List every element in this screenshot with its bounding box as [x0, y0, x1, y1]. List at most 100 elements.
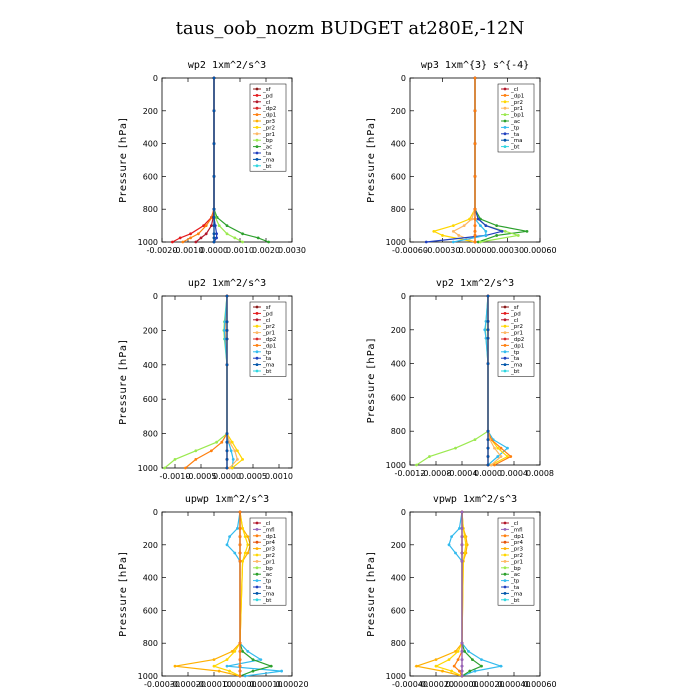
legend-marker: [503, 337, 507, 341]
series-dp1-point: [238, 527, 242, 530]
legend-marker: [255, 100, 259, 104]
legend-label: _dp1: [510, 343, 524, 349]
series-tp-point: [233, 551, 237, 555]
legend-label: _cl: [510, 318, 519, 324]
series-ma-point: [225, 432, 229, 435]
y-tick-label: 0: [153, 508, 158, 517]
series-tp-point: [506, 446, 509, 450]
series-cl-point: [194, 240, 198, 244]
series-mfl-point: [460, 658, 464, 661]
legend-marker: [503, 534, 507, 538]
series-ma-point: [486, 438, 490, 442]
series-pr1-line: [452, 78, 476, 243]
y-tick-label: 800: [143, 430, 158, 439]
series-pr2-point: [447, 658, 451, 661]
series-ma-point: [486, 328, 490, 332]
legend-label: _ta: [262, 356, 271, 362]
series-pr2-point: [230, 440, 234, 444]
legend-marker: [255, 331, 259, 334]
series-pr2-point: [236, 449, 239, 453]
series-tp-line: [453, 78, 487, 243]
y-tick-label: 800: [391, 205, 406, 214]
legend-label: _bt: [510, 145, 520, 151]
y-tick-label: 1000: [386, 672, 406, 681]
x-tick-label: 0.00000: [458, 246, 491, 255]
series-mfl-point: [460, 664, 464, 668]
series-pr3-point: [212, 658, 216, 661]
series-dp1-point: [238, 658, 242, 661]
series-ma-point: [486, 336, 490, 340]
series-dp1-point: [197, 232, 200, 236]
series-ac-point: [251, 658, 255, 661]
series-pr3-point: [246, 551, 250, 555]
y-tick-label: 400: [143, 574, 158, 583]
x-tick-label: -0.0004: [447, 469, 478, 478]
legend-label: _pd: [262, 93, 273, 99]
series-bp-point: [217, 224, 221, 228]
series-pr1-point: [233, 449, 237, 453]
series-ma-point: [212, 76, 216, 80]
y-tick-label: 1000: [138, 672, 158, 681]
legend-marker: [255, 534, 259, 538]
y-tick-label: 600: [143, 172, 158, 181]
series-ta-point: [215, 232, 219, 236]
series-pr2-point: [241, 559, 245, 563]
x-tick-label: -0.00010: [196, 680, 232, 689]
series-pr1-point: [228, 440, 232, 444]
series-pd-point: [189, 232, 193, 236]
series-ma-point: [225, 363, 229, 367]
series-tp-point: [467, 650, 470, 653]
series-bp-point: [241, 240, 245, 244]
x-tick-label: 0.00010: [249, 680, 282, 689]
legend-label: _ma: [510, 591, 522, 597]
legend-marker: [503, 132, 507, 136]
legend-marker: [255, 324, 259, 328]
legend-marker: [503, 356, 507, 360]
series-tp-point: [484, 336, 488, 340]
series-ma-point: [212, 224, 216, 228]
series-pr3-line: [414, 511, 468, 677]
series-pr2-point: [243, 551, 247, 555]
legend-marker: [503, 318, 507, 322]
legend-marker: [255, 598, 259, 602]
legend-marker: [255, 344, 259, 347]
y-tick-label: 200: [391, 107, 406, 116]
legend-label: _bp: [262, 138, 273, 144]
series-ma-point: [486, 362, 490, 365]
series-dp1-point: [238, 559, 242, 563]
series-mfl-point: [460, 669, 464, 673]
series-pr2-point: [451, 224, 455, 228]
series-pr1-point: [236, 458, 239, 461]
legend-marker: [503, 324, 507, 328]
x-tick-label: 0.0010: [265, 472, 293, 481]
series-tp-point: [223, 337, 227, 341]
series-tp-point: [246, 650, 250, 653]
legend-label: _dp1: [262, 343, 276, 349]
panel-1: wp2 1xm^2/s^3 Pressure [hPa] 0 200 400 600 800…: [118, 60, 306, 255]
series-mfl-point: [460, 543, 464, 547]
legend-marker: [503, 126, 507, 129]
series-pr2-point: [212, 664, 216, 668]
panel-title: upwp 1xm^2/s^3: [185, 494, 269, 505]
y-tick-label: 800: [391, 639, 406, 648]
series-tp-point: [280, 669, 283, 673]
series-tp-point: [473, 669, 477, 673]
legend-marker: [255, 528, 259, 531]
legend-marker: [255, 350, 259, 354]
series-dp1-point: [473, 207, 477, 211]
series-tp-point: [454, 551, 457, 555]
y-tick-label: 1000: [138, 464, 158, 473]
legend-label: _pr1: [262, 132, 275, 138]
series-pr2-point: [432, 229, 436, 233]
legend-label: _bt: [510, 369, 520, 375]
series-pd-point: [202, 224, 206, 228]
series-ma-point: [486, 463, 490, 467]
legend-label: _tp: [510, 350, 520, 356]
legend-marker: [503, 560, 507, 563]
series-ac-point: [225, 224, 229, 228]
y-tick-label: 0: [401, 292, 406, 301]
x-tick-label: 0.0000: [474, 469, 502, 478]
series-pr2-point: [441, 234, 444, 237]
x-tick-label: -0.0020: [147, 246, 178, 255]
series-tp-point: [447, 543, 451, 547]
